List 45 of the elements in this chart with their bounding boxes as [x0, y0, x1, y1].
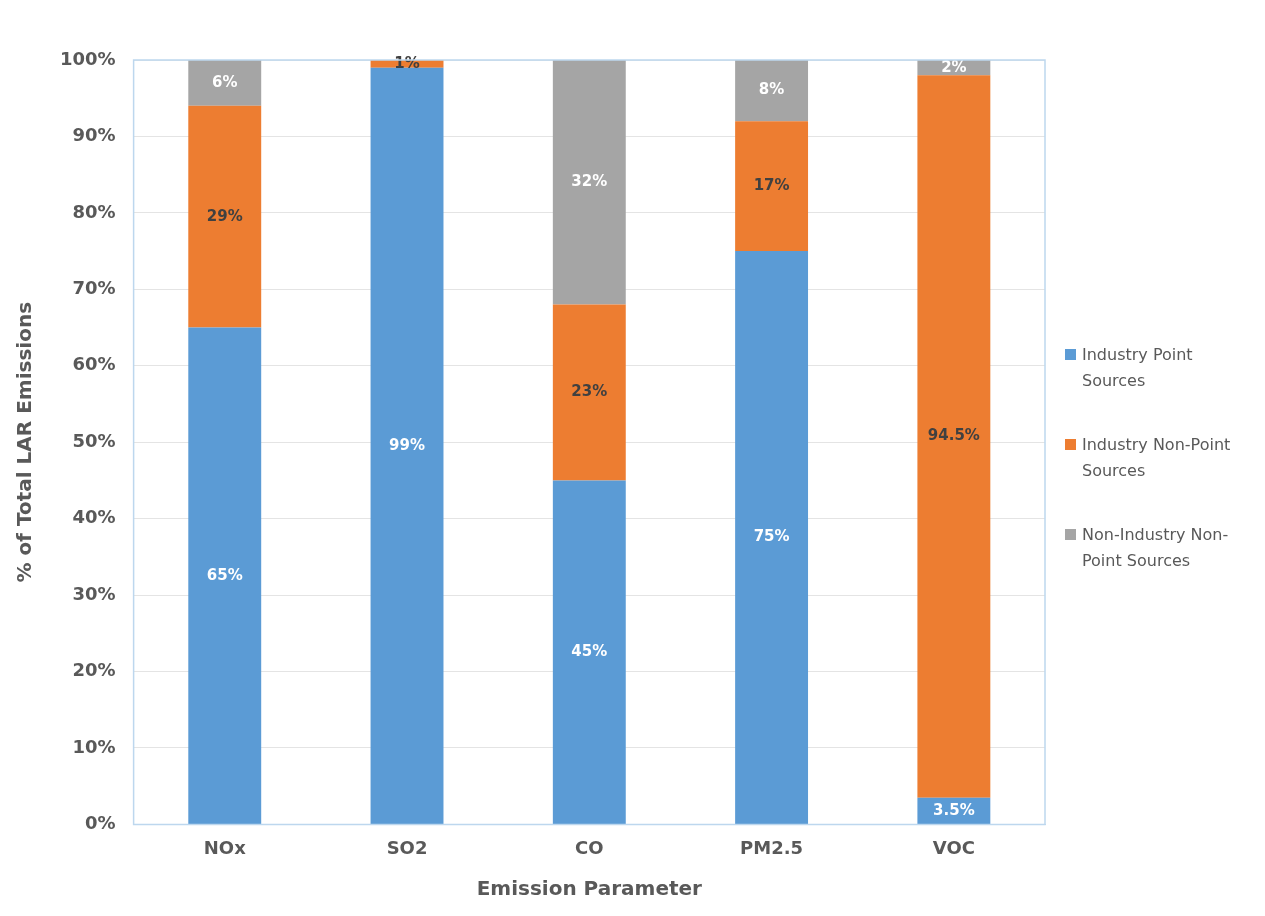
- data-label: 2%: [941, 57, 967, 76]
- data-label: 6%: [212, 72, 238, 91]
- data-label: 99%: [389, 435, 425, 454]
- bar: [735, 251, 809, 824]
- bar: [188, 60, 262, 106]
- y-tick-label: 70%: [72, 276, 116, 298]
- y-tick-label: 90%: [72, 124, 116, 146]
- x-tick-label: PM2.5: [740, 836, 804, 858]
- bar: [735, 60, 809, 122]
- legend-label: Industry Non-Point Sources: [1082, 434, 1232, 482]
- data-label: 32%: [571, 172, 608, 191]
- data-label: 8%: [758, 80, 785, 99]
- data-label: 17%: [753, 176, 790, 195]
- y-tick-label: 80%: [72, 200, 116, 222]
- x-tick-label: NOx: [203, 836, 247, 858]
- legend-label: Non-Industry Non-Point Sources: [1082, 524, 1230, 572]
- bar: [552, 304, 626, 481]
- data-label: 94.5%: [927, 426, 980, 445]
- x-tick-label: CO: [575, 836, 604, 858]
- bar: [552, 60, 626, 305]
- y-tick-label: 20%: [72, 659, 116, 681]
- x-tick-label: VOC: [932, 836, 975, 858]
- x-tick-label: SO2: [386, 836, 428, 858]
- data-label: 3.5%: [933, 800, 975, 819]
- y-tick-label: 100%: [60, 47, 116, 69]
- data-label: 45%: [571, 642, 608, 661]
- y-tick-label: 60%: [72, 353, 116, 375]
- y-axis-title: % of Total LAR Emissions: [12, 301, 37, 583]
- y-tick-label: 30%: [72, 582, 116, 604]
- bar: [370, 67, 444, 824]
- y-tick-label: 50%: [72, 429, 116, 451]
- data-label: 23%: [571, 382, 608, 401]
- legend-label: Industry Point Sources: [1082, 344, 1194, 392]
- y-tick-label: 10%: [72, 735, 116, 757]
- data-label: 75%: [753, 527, 790, 546]
- x-axis-title: Emission Parameter: [476, 876, 703, 901]
- y-tick-label: 40%: [72, 506, 116, 528]
- data-label: 65%: [206, 565, 243, 584]
- data-label: 29%: [206, 206, 243, 225]
- bar: [735, 121, 809, 252]
- bar: [188, 327, 262, 824]
- bar: [552, 480, 626, 824]
- bar: [917, 75, 991, 798]
- bar: [188, 105, 262, 328]
- y-tick-label: 0%: [85, 812, 116, 834]
